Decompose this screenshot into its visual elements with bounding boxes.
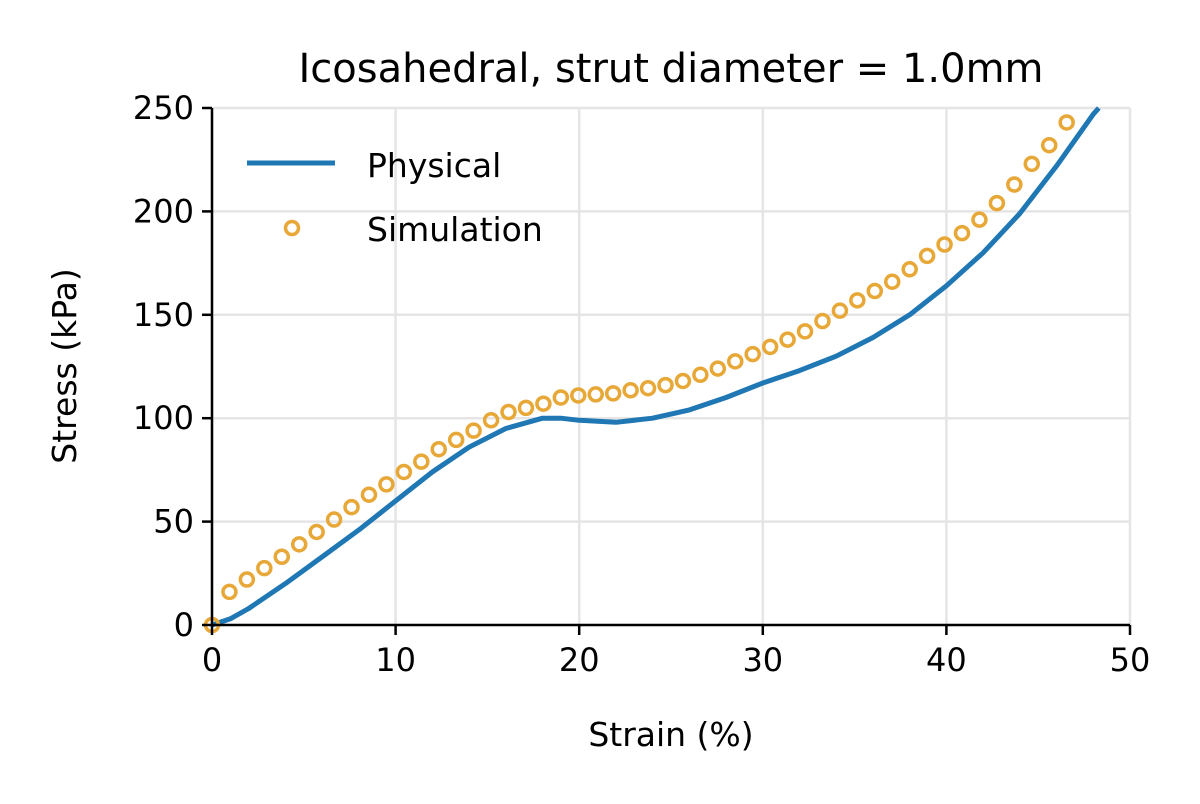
- simulation-point: [552, 389, 570, 406]
- grid: [210, 106, 1132, 627]
- simulation-point: [988, 194, 1006, 212]
- x-tick-label: 0: [202, 641, 222, 679]
- legend-simulation-marker: [283, 219, 301, 237]
- simulation-point: [657, 376, 674, 394]
- simulation-point: [570, 387, 587, 404]
- simulation-point: [918, 247, 936, 265]
- chart-title: Icosahedral, strut diameter = 1.0mm: [299, 46, 1044, 92]
- simulation-point: [238, 571, 256, 588]
- simulation-point: [936, 236, 953, 253]
- y-tick-label: 250: [133, 89, 194, 127]
- simulation-point: [727, 353, 744, 370]
- simulation-point: [866, 282, 884, 300]
- x-axis-label: Strain (%): [588, 715, 753, 754]
- physical-line: [211, 106, 1101, 628]
- simulation-point: [290, 536, 308, 553]
- simulation-point: [535, 395, 552, 412]
- simulation-point: [413, 453, 430, 470]
- simulation-point: [221, 583, 238, 601]
- simulation-point: [1058, 114, 1075, 131]
- y-tick-label: 50: [153, 503, 194, 541]
- simulation-point: [343, 498, 360, 516]
- simulation-point: [465, 422, 482, 439]
- simulation-point: [953, 224, 971, 242]
- simulation-point: [308, 523, 325, 541]
- y-tick-label: 0: [174, 606, 194, 644]
- y-tick-label: 150: [133, 296, 194, 334]
- simulation-point: [692, 366, 709, 384]
- simulation-point: [325, 511, 343, 528]
- x-tick-label: 50: [1110, 641, 1151, 679]
- x-tick-label: 20: [559, 641, 600, 679]
- simulation-point: [639, 379, 657, 397]
- simulation-point: [273, 548, 291, 566]
- legend-physical-label: Physical: [367, 146, 501, 185]
- simulation-point: [796, 323, 814, 340]
- simulation-point: [256, 559, 273, 577]
- simulation-point: [901, 261, 918, 278]
- simulation-point: [517, 399, 535, 417]
- simulation-point: [430, 440, 447, 458]
- simulation-point: [360, 486, 378, 503]
- legend: Physical Simulation: [247, 146, 543, 249]
- simulation-point: [709, 360, 727, 377]
- simulation-point: [831, 302, 849, 319]
- simulation-point: [395, 463, 413, 481]
- simulation-point: [814, 312, 831, 330]
- y-tick-label: 200: [133, 192, 194, 230]
- simulation-point: [849, 292, 866, 309]
- simulation-point: [779, 331, 796, 348]
- x-tick-label: 40: [926, 641, 967, 679]
- simulation-point: [744, 345, 761, 363]
- x-tick-label: 10: [375, 641, 416, 679]
- simulation-point: [1006, 176, 1023, 193]
- x-tick-label: 30: [742, 641, 783, 679]
- simulation-point: [482, 412, 500, 429]
- y-tick-label: 100: [133, 399, 194, 437]
- simulation-point: [604, 385, 622, 402]
- simulation-point: [500, 403, 517, 421]
- simulation-point: [587, 386, 604, 403]
- simulation-point: [1023, 155, 1041, 173]
- simulation-point: [1040, 136, 1058, 154]
- plot-area: [203, 106, 1101, 634]
- simulation-point: [378, 476, 395, 493]
- legend-simulation-label: Simulation: [367, 210, 543, 249]
- y-axis-label: Stress (kPa): [45, 268, 84, 463]
- simulation-point: [883, 273, 901, 290]
- simulation-point: [761, 338, 779, 356]
- simulation-point: [447, 431, 465, 449]
- simulation-point: [674, 372, 692, 390]
- axes: 0 10 20 30 40 50 0 50 100 150 200 250: [133, 89, 1150, 679]
- simulation-point: [622, 382, 639, 399]
- simulation-point: [971, 211, 988, 228]
